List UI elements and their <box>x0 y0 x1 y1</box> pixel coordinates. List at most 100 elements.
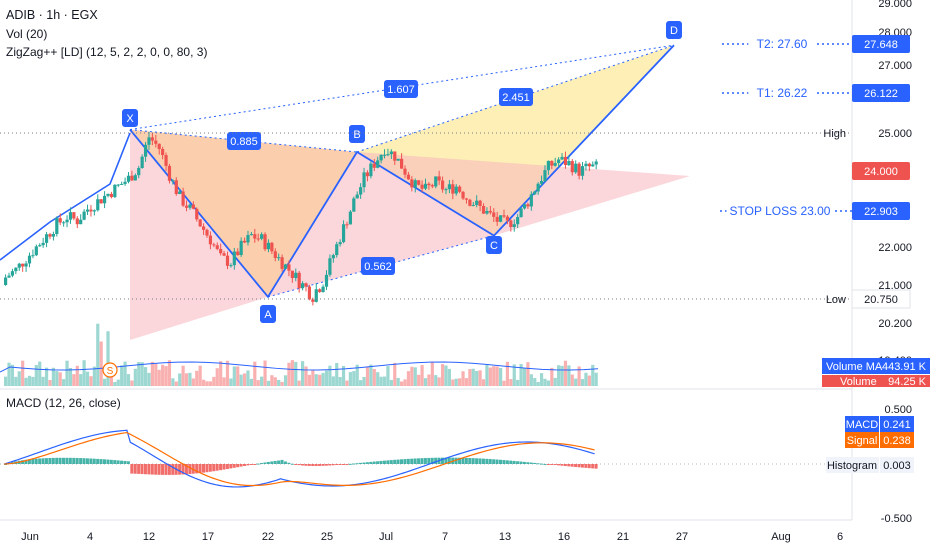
volume-bar <box>427 374 431 386</box>
candle-body <box>563 156 568 166</box>
time-tick-label: 25 <box>321 531 333 543</box>
candle-body <box>205 229 209 236</box>
histogram-bar <box>345 464 349 465</box>
candle-body <box>499 215 503 222</box>
volume-bar <box>458 378 462 386</box>
histogram-bar <box>31 459 35 464</box>
histogram-bar <box>529 462 533 464</box>
candle-body <box>10 271 15 276</box>
candle-body <box>260 234 264 239</box>
volume-bar <box>536 381 540 386</box>
histogram-bar <box>570 464 574 467</box>
histogram-bar <box>546 464 550 465</box>
histogram-bar <box>379 460 383 464</box>
candle-body <box>365 172 370 177</box>
histogram-bar <box>41 458 45 464</box>
histogram-bar <box>164 464 168 475</box>
candle-body <box>413 180 417 188</box>
volume-bar <box>236 366 240 386</box>
candle-body <box>359 187 363 195</box>
histogram-bar <box>143 464 147 475</box>
volume-bar <box>222 377 226 386</box>
histogram-bar <box>79 458 83 464</box>
histogram-bar <box>372 461 376 464</box>
candle-body <box>75 218 79 225</box>
volume-bar <box>423 378 428 386</box>
candle-body <box>249 234 253 236</box>
price-tag-label: 27.648 <box>864 39 898 51</box>
histogram-bar <box>287 462 291 464</box>
histogram-bar <box>154 464 158 475</box>
level-label-bg <box>748 36 816 52</box>
volume-bar <box>283 375 288 386</box>
price-tag-label: 22.903 <box>864 206 898 218</box>
volume-bar <box>270 375 274 386</box>
histogram-value: 0.003 <box>883 460 911 472</box>
volume-bar <box>219 361 223 386</box>
histogram-bar <box>109 459 113 464</box>
histogram-bar <box>202 464 205 473</box>
candle-body <box>232 251 236 266</box>
candle-body <box>372 163 376 168</box>
volume-bar <box>519 364 523 386</box>
candle-body <box>478 200 482 206</box>
candle-body <box>150 137 154 141</box>
histogram-bar <box>195 464 199 474</box>
level-label-bg <box>726 203 834 219</box>
histogram-bar <box>505 460 509 464</box>
candle-body <box>266 242 271 250</box>
volume-bar <box>27 375 32 386</box>
histogram-bar <box>539 463 543 465</box>
candle-body <box>161 148 165 156</box>
split-marker <box>102 362 118 378</box>
candle-body <box>427 183 431 186</box>
histogram-bar <box>369 461 373 464</box>
candle-body <box>229 265 233 267</box>
histogram-bar <box>205 464 209 473</box>
volume-tag <box>822 375 930 387</box>
candle-body <box>307 286 312 300</box>
histogram-bar <box>454 457 458 464</box>
candle-body <box>68 212 73 220</box>
volume-bar <box>389 379 393 386</box>
volume-bar <box>38 361 42 386</box>
volume-bar <box>587 375 591 386</box>
volume-bar <box>413 367 417 386</box>
candle-body <box>396 158 400 161</box>
histogram-bar <box>417 458 421 464</box>
candle-body <box>290 270 294 279</box>
histogram-bar <box>382 460 386 464</box>
ac-dotted <box>267 235 495 298</box>
point-label: C <box>490 240 498 252</box>
candle-body <box>246 235 250 243</box>
volume-ma-name: Volume MA <box>826 361 883 373</box>
pattern-point-c: C <box>486 236 502 254</box>
histogram-bar <box>232 464 236 468</box>
level-label: T1: 26.22 <box>757 86 808 100</box>
volume-bar <box>468 369 472 386</box>
volume-bar <box>161 364 165 386</box>
price-tick-label: 21.000 <box>878 280 912 292</box>
volume-bar <box>167 360 172 386</box>
candle-body <box>14 267 18 272</box>
volume-bar <box>454 378 458 386</box>
candle-body <box>509 220 513 228</box>
histogram-bar <box>55 457 59 464</box>
histogram-bar <box>560 464 564 466</box>
histogram-bar <box>318 464 322 466</box>
candle-body <box>270 242 274 252</box>
candle-body <box>92 210 96 212</box>
volume-bar <box>294 361 298 386</box>
histogram-bar <box>447 457 451 464</box>
histogram-bar <box>478 458 482 464</box>
pattern-point-d: D <box>666 21 682 39</box>
volume-bar <box>75 365 79 386</box>
volume-bar <box>17 371 21 386</box>
volume-bar <box>266 380 271 386</box>
histogram-bar <box>522 461 526 464</box>
histogram-bar <box>48 457 52 464</box>
volume-bar <box>191 378 195 386</box>
histogram-bar <box>471 458 475 464</box>
histogram-bar <box>365 462 369 464</box>
